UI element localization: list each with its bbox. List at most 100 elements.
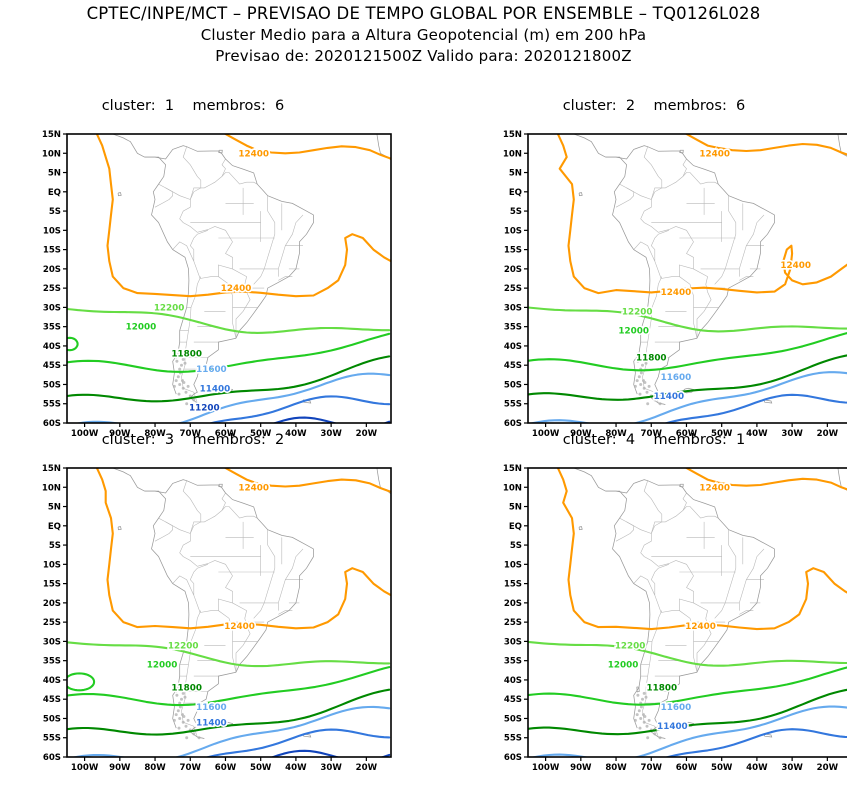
panel-cluster-2: cluster: 2 membros: 6 12400 12400 12400 124… xyxy=(461,96,847,448)
svg-text:11800: 11800 xyxy=(171,350,202,360)
plot-area-2[interactable]: 12400 12400 12400 12400 12400 12400 12200 12200… xyxy=(461,122,847,442)
contour-label-12200: 12200 xyxy=(622,307,653,317)
contour-label-11800: 11800 xyxy=(647,684,678,694)
y-tick-label: 35S xyxy=(43,657,61,667)
y-tick-label: 10N xyxy=(42,149,61,159)
contour-line-12000 xyxy=(528,332,847,372)
x-tick-label: 80W xyxy=(144,763,166,773)
axes: 15N 10N 5N EQ 5S 10S 15S 20S 25S 30S 35S 40S 45S 50S 5… xyxy=(42,464,378,773)
y-tick-label: 50S xyxy=(504,380,522,390)
contour-label-11800: 11800 xyxy=(171,684,202,694)
plot-area-3[interactable]: 12400 12400 12400 12400 12200 12200 12000 12000… xyxy=(0,456,420,776)
contour-labels: 1240012400124001240012200122001200012000… xyxy=(145,482,270,730)
svg-text:11400: 11400 xyxy=(657,722,688,732)
svg-text:12200: 12200 xyxy=(154,303,185,313)
contour-label-12400: 12400 xyxy=(221,284,252,294)
contour-label-12000: 12000 xyxy=(608,661,639,671)
x-tick-label: 70W xyxy=(180,429,202,439)
y-tick-label: 10S xyxy=(43,560,61,570)
x-tick-label: 60W xyxy=(215,429,237,439)
y-tick-label: 60S xyxy=(43,753,61,763)
y-tick-label: 5S xyxy=(49,541,61,551)
svg-text:12200: 12200 xyxy=(615,641,646,651)
contour-label-12400: 12400 xyxy=(661,288,692,298)
contour-line-11400 xyxy=(204,728,391,757)
contour-line-12000 xyxy=(67,332,391,373)
x-tick-label: 40W xyxy=(285,763,307,773)
axes: 15N 10N 5N EQ 5S 10S 15S 20S 25S 30S 35S 40S 45S 50S 5… xyxy=(42,130,378,439)
x-tick-label: 80W xyxy=(605,429,627,439)
contour-label-11400: 11400 xyxy=(196,718,227,728)
y-tick-label: 10S xyxy=(504,560,522,570)
y-tick-label: 5S xyxy=(49,207,61,217)
svg-text:12000: 12000 xyxy=(147,661,178,671)
svg-text:11600: 11600 xyxy=(661,703,692,713)
plot-area-4[interactable]: 12400 12400 12400 12400 12200 12200 12000 12000… xyxy=(461,456,847,776)
contour-labels: 1240012400124001240012200122001200012000… xyxy=(124,148,271,416)
y-tick-label: EQ xyxy=(48,188,61,198)
y-tick-label: 15N xyxy=(42,464,61,474)
y-tick-label: 60S xyxy=(504,753,522,763)
contour-label-12000: 12000 xyxy=(126,323,157,333)
contour-label-11600: 11600 xyxy=(661,703,692,713)
contour-line-12400 xyxy=(224,134,391,160)
contour-line-11800 xyxy=(528,354,847,401)
x-tick-label: 90W xyxy=(570,429,592,439)
contour-line-12400 xyxy=(556,134,847,295)
contour-line-12200 xyxy=(528,306,847,333)
contour-map-3: 1240012400124001240012200122001200012000… xyxy=(42,464,392,773)
svg-text:12200: 12200 xyxy=(622,307,653,317)
contour-label-12400: 12400 xyxy=(224,622,255,632)
x-tick-label: 20W xyxy=(817,763,839,773)
y-tick-label: 25S xyxy=(504,618,522,628)
x-tick-label: 100W xyxy=(71,763,99,773)
panel-cluster-4: cluster: 4 membros: 1 12400 12400 12400 124… xyxy=(461,430,847,782)
y-tick-label: 30S xyxy=(504,637,522,647)
x-tick-label: 30W xyxy=(320,763,342,773)
contour-line-11600 xyxy=(74,372,391,423)
y-tick-label: 20S xyxy=(43,599,61,609)
svg-text:11600: 11600 xyxy=(661,373,692,383)
contour-line-11400 xyxy=(663,393,847,423)
y-tick-label: 40S xyxy=(43,342,61,352)
y-tick-label: 5N xyxy=(509,169,522,179)
header-subtitle-line: Cluster Medio para a Altura Geopotencial… xyxy=(200,26,647,44)
y-tick-label: 5N xyxy=(509,503,522,513)
contour-label-11400: 11400 xyxy=(200,384,231,394)
svg-text:11400: 11400 xyxy=(200,384,231,394)
y-tick-label: 55S xyxy=(504,400,522,410)
y-tick-label: 20S xyxy=(43,265,61,275)
contour-label-12400: 12400 xyxy=(699,149,730,159)
y-tick-label: 50S xyxy=(43,380,61,390)
contour-label-11800: 11800 xyxy=(171,350,202,360)
x-tick-label: 70W xyxy=(641,429,663,439)
y-tick-label: 10S xyxy=(504,226,522,236)
x-tick-label: 80W xyxy=(605,763,627,773)
plot-area-1[interactable]: 12400 12400 12400 12400 12200 12200 12000 12000… xyxy=(0,122,420,442)
contour-label-12400: 12400 xyxy=(699,483,730,493)
x-tick-label: 50W xyxy=(250,763,272,773)
contour-label-12200: 12200 xyxy=(154,303,185,313)
svg-text:12400: 12400 xyxy=(224,622,255,632)
x-tick-label: 40W xyxy=(285,429,307,439)
y-tick-label: 55S xyxy=(43,734,61,744)
basemap-layer xyxy=(561,134,847,406)
x-tick-label: 90W xyxy=(109,763,131,773)
header-time-line: Previsao de: 2020121500Z Valido para: 20… xyxy=(215,47,632,65)
contour-label-11600: 11600 xyxy=(661,373,692,383)
svg-text:11800: 11800 xyxy=(647,684,678,694)
svg-text:11600: 11600 xyxy=(196,703,227,713)
x-tick-label: 70W xyxy=(180,763,202,773)
x-tick-label: 40W xyxy=(746,429,768,439)
basemap-layer xyxy=(561,468,847,740)
x-tick-label: 20W xyxy=(817,429,839,439)
contour-label-12400: 12400 xyxy=(780,261,811,271)
y-tick-label: 50S xyxy=(43,714,61,724)
x-tick-label: 60W xyxy=(215,763,237,773)
panel-title-3: cluster: 3 membros: 2 xyxy=(101,432,285,448)
contour-label-11400: 11400 xyxy=(657,722,688,732)
contour-line-12000 xyxy=(67,672,96,692)
y-tick-label: EQ xyxy=(509,188,522,198)
x-tick-label: 70W xyxy=(641,763,663,773)
y-tick-label: 40S xyxy=(504,342,522,352)
